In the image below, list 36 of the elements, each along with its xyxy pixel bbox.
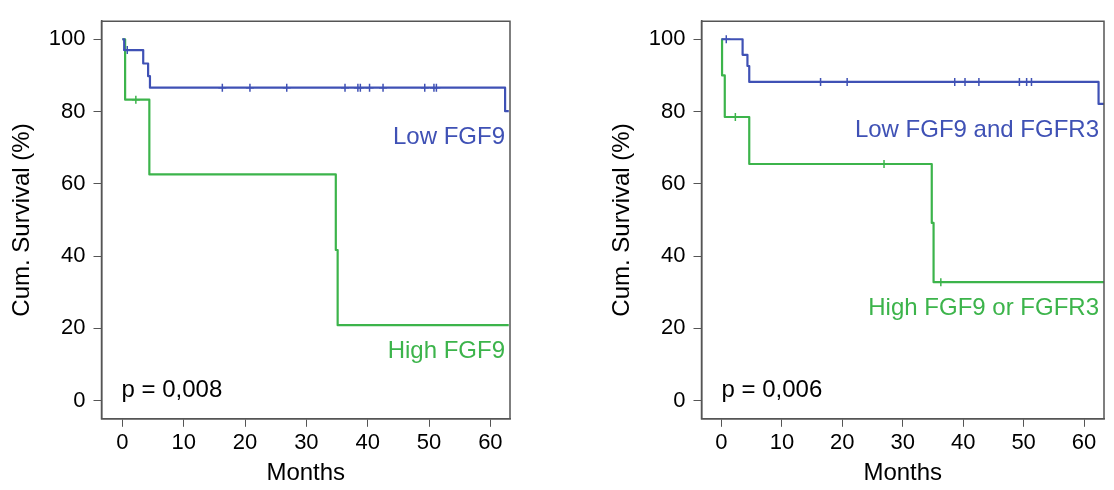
- x-tick-label: 30: [890, 429, 915, 455]
- y-tick-label: 60: [61, 169, 86, 195]
- x-tick-label: 40: [355, 429, 380, 455]
- x-tick-label: 50: [1011, 429, 1036, 455]
- x-tick-label: 10: [171, 429, 196, 455]
- annotation: p = 0,006: [721, 375, 823, 403]
- x-tick-label: 60: [1071, 429, 1097, 455]
- y-tick-label: 40: [61, 242, 86, 268]
- x-axis-title: Months: [266, 458, 346, 486]
- y-tick-label: 100: [48, 25, 86, 51]
- x-tick-label: 10: [769, 429, 795, 455]
- y-tick-label: 20: [61, 314, 86, 340]
- x-tick-label: 0: [116, 429, 129, 455]
- x-tick-label: 20: [232, 429, 258, 455]
- x-tick-label: 40: [950, 429, 976, 455]
- series-label: Low FGF9: [392, 121, 505, 149]
- series-label: High FGF9: [387, 335, 505, 363]
- x-tick-label: 60: [478, 429, 503, 455]
- y-axis-title: Cum. Survival (%): [607, 123, 635, 317]
- x-tick-label: 0: [715, 429, 728, 455]
- y-tick-label: 0: [73, 386, 86, 412]
- y-tick-label: 0: [673, 386, 686, 412]
- y-tick-label: 100: [648, 25, 686, 51]
- x-tick-label: 50: [416, 429, 442, 455]
- y-tick-label: 80: [61, 97, 86, 123]
- annotation: p = 0,008: [121, 375, 223, 403]
- x-tick-label: 30: [294, 429, 319, 455]
- x-tick-label: 20: [830, 429, 855, 455]
- y-tick-label: 40: [661, 242, 686, 268]
- y-axis-title: Cum. Survival (%): [7, 123, 35, 317]
- y-tick-label: 60: [661, 169, 686, 195]
- series-label: High FGF9 or FGFR3: [868, 292, 1099, 320]
- series-label: Low FGF9 and FGFR3: [854, 114, 1099, 142]
- x-axis-title: Months: [863, 458, 943, 486]
- y-tick-label: 20: [661, 314, 686, 340]
- y-tick-label: 80: [661, 97, 686, 123]
